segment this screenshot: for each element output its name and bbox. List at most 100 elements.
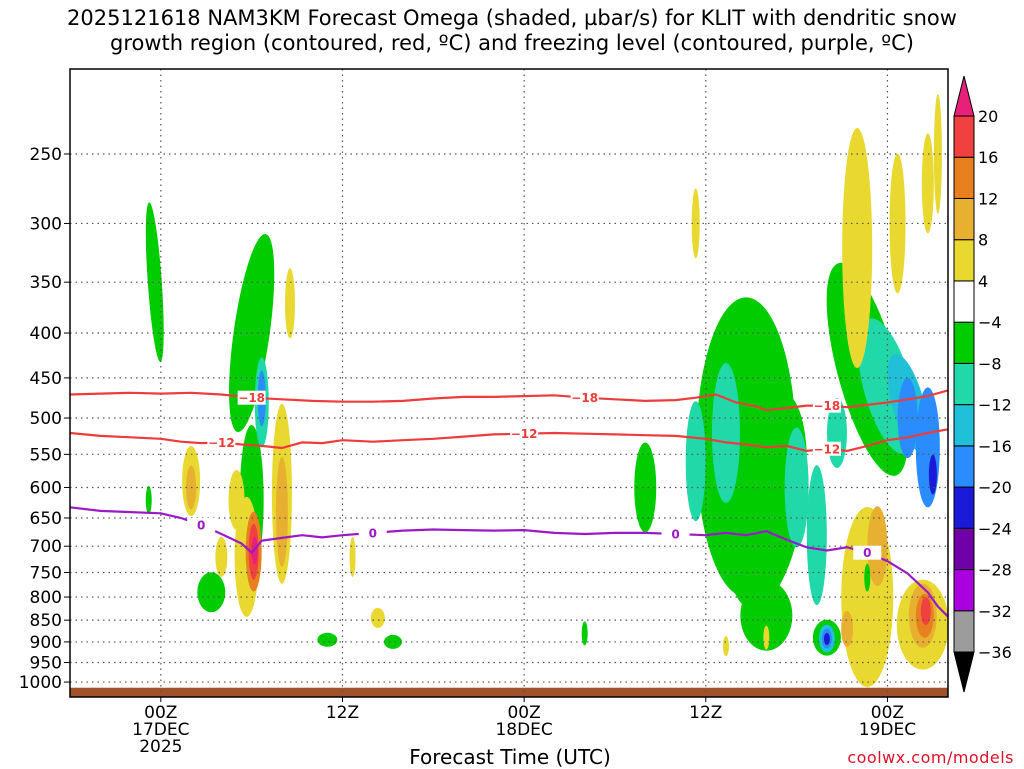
x-tick-label: 17DEC: [132, 720, 189, 740]
contour-label-bg: [853, 545, 882, 560]
omega-cell: [864, 563, 871, 592]
colorbar-tick-label: 16: [978, 148, 998, 167]
colorbar-tick-label: −28: [978, 561, 1012, 580]
colorbar-swatch: [953, 404, 975, 447]
colorbar-tick-label: −32: [978, 602, 1012, 621]
y-tick-label: 850: [30, 611, 62, 631]
omega-cell: [722, 636, 729, 657]
omega-cell: [740, 580, 793, 651]
omega-cell: [145, 202, 164, 362]
omega-cell: [842, 128, 873, 369]
omega-cell: [806, 465, 827, 606]
colorbar-tick-label: −20: [978, 478, 1012, 497]
omega-cell: [920, 597, 931, 626]
omega-cell: [823, 632, 830, 645]
contour-label-bg: [812, 441, 841, 456]
omega-cell: [634, 442, 657, 533]
contour-label-bg: [358, 525, 387, 540]
y-tick-label: 500: [30, 409, 62, 429]
y-tick-label: 400: [30, 324, 62, 344]
omega-cell: [383, 634, 402, 649]
omega-cell: [197, 572, 226, 613]
omega-cell: [145, 485, 152, 514]
omega-cell: [285, 268, 296, 339]
omega-cell: [933, 93, 942, 214]
y-tick-label: 250: [30, 145, 62, 165]
contours: −18 −18 −18 −12 −12 −12 0 0 0 0: [70, 389, 948, 618]
contour-label: −18: [814, 399, 841, 413]
omega-cell: [915, 387, 940, 508]
x-tick-label: 00Z: [871, 703, 904, 723]
contour-label: −12: [814, 442, 841, 456]
contour-label-bg: [237, 390, 266, 405]
colorbar-tick-label: 12: [978, 189, 998, 208]
y-tick-label: 800: [30, 588, 62, 608]
omega-cell: [691, 188, 700, 259]
colorbar-tick-label: −8: [978, 354, 1002, 373]
colorbar-tick-label: −16: [978, 437, 1012, 456]
colorbar-tick-label: −24: [978, 519, 1012, 538]
y-tick-label: 550: [30, 445, 62, 465]
contour-label: 0: [197, 518, 205, 532]
contour-label: −18: [238, 391, 265, 405]
y-tick-label: 950: [30, 654, 62, 674]
y-tick-label: 750: [30, 563, 62, 583]
y-tick-label: 600: [30, 478, 62, 498]
x-tick-label: 12Z: [689, 703, 722, 723]
omega-cell: [889, 153, 906, 294]
colorbar-swatch: [953, 362, 975, 406]
omega-cell: [228, 469, 245, 530]
contour-label-bg: [510, 426, 539, 441]
colorbar-tick-label: −12: [978, 396, 1012, 415]
x-tick-label: 18DEC: [495, 720, 552, 740]
contour-label-bg: [812, 398, 841, 413]
omega-cell: [928, 454, 937, 495]
omega-cell: [841, 611, 854, 648]
x-tick-label: 00Z: [144, 703, 177, 723]
omega-cell: [275, 457, 288, 568]
colorbar-tick-label: 20: [978, 107, 998, 126]
colorbar-swatch: [953, 197, 975, 241]
contour-label: 0: [369, 526, 377, 540]
colorbar-swatch: [953, 239, 975, 282]
omega-cell: [370, 607, 385, 628]
omega-cell: [711, 362, 740, 503]
plot-frame: [69, 68, 949, 698]
colorbar-swatch: [953, 156, 975, 199]
colorbar-tick-label: −4: [978, 313, 1002, 332]
colorbar-tick-label: −36: [978, 643, 1012, 662]
colorbar-tick-label: 4: [978, 272, 988, 291]
colorbar-swatch: [953, 527, 975, 571]
omega-cell: [349, 536, 356, 577]
contour-line: [70, 506, 948, 618]
colorbar-swatch: [953, 321, 975, 364]
contour-label-bg: [570, 390, 599, 405]
colorbar-swatch: [953, 75, 975, 117]
contour-label-bg: [187, 517, 216, 532]
x-tick-label: 12Z: [326, 703, 359, 723]
colorbar-swatch: [953, 115, 975, 158]
contour-label: −12: [208, 436, 235, 450]
y-tick-label: 300: [30, 214, 62, 234]
colorbar-swatch: [953, 280, 975, 323]
y-tick-label: 650: [30, 509, 62, 529]
omega-cell: [215, 536, 228, 577]
colorbar: −36 −32 −28 −24 −20 −16 −12 −8 −4 4 8 12 16 20: [953, 75, 1012, 693]
colorbar-swatch: [953, 445, 975, 488]
terrain-band: [70, 687, 948, 697]
x-tick-label: 00Z: [507, 703, 540, 723]
x-tick-label: 19DEC: [859, 720, 916, 740]
omega-cell: [581, 621, 588, 646]
contour-label: −12: [511, 427, 538, 441]
chart-title: 2025121618 NAM3KM Forecast Omega (shaded…: [67, 6, 957, 55]
omega-cell: [317, 632, 338, 647]
colorbar-swatch: [953, 486, 975, 529]
y-tick-label: 450: [30, 369, 62, 389]
contour-label: 0: [863, 546, 871, 560]
colorbar-swatch: [953, 569, 975, 612]
colorbar-tick-label: 8: [978, 231, 988, 250]
credit-link[interactable]: coolwx.com/models: [847, 748, 1014, 767]
omega-cell: [685, 401, 706, 522]
contour-label: 0: [671, 528, 679, 542]
